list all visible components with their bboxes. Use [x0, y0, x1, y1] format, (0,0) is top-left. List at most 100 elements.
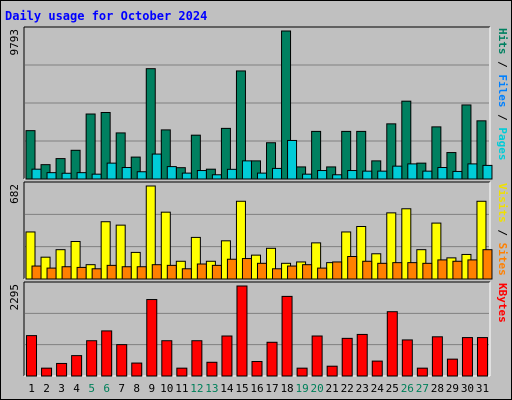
panel-max-label: 9793 [8, 29, 21, 56]
bar-visits-day-3 [55, 249, 66, 280]
bar-hits-day-3 [55, 158, 66, 180]
bar-sites-day-9 [151, 264, 162, 280]
x-tick-day-14: 14 [220, 382, 234, 395]
bar-visits-day-12 [190, 236, 201, 280]
bar-hits-day-14 [220, 127, 231, 180]
x-tick-day-25: 25 [386, 382, 399, 395]
panel-legend-label: Hits / Files / Pages [496, 28, 509, 161]
bar-kbytes-day-31 [476, 337, 488, 377]
x-tick-day-31: 31 [476, 382, 489, 395]
bar-sites-day-28 [437, 259, 448, 280]
bar-sites-day-16 [256, 262, 267, 280]
bar-kbytes-day-28 [431, 336, 443, 377]
bar-kbytes-day-11 [176, 367, 188, 377]
bar-pages-day-9 [151, 153, 162, 180]
x-tick-day-18: 18 [280, 382, 293, 395]
bar-kbytes-day-27 [416, 367, 428, 377]
x-tick-day-3: 3 [58, 382, 65, 395]
bar-pages-day-20 [317, 170, 328, 180]
panel-legend-label: KBytes [496, 283, 509, 323]
bar-sites-day-26 [407, 262, 418, 280]
bar-hits-day-24 [371, 160, 382, 180]
bar-hits-day-12 [190, 134, 201, 180]
bar-pages-day-3 [61, 172, 72, 180]
bar-kbytes-day-10 [161, 340, 173, 377]
bar-visits-day-9 [145, 185, 156, 280]
bar-sites-day-20 [317, 267, 328, 280]
panel-visits-sites: 682 Visits / Sites [8, 181, 509, 280]
bar-visits-day-10 [160, 211, 171, 280]
bar-pages-day-23 [362, 170, 373, 180]
bar-kbytes-day-14 [221, 335, 233, 377]
x-tick-day-20: 20 [311, 382, 324, 395]
bar-sites-day-21 [332, 261, 343, 280]
bar-visits-day-8 [130, 251, 141, 280]
legend-part: Visits [496, 183, 509, 223]
bar-hits-day-4 [70, 149, 81, 180]
bar-sites-day-12 [196, 263, 207, 280]
bar-kbytes-day-22 [341, 337, 353, 377]
bar-kbytes-day-30 [461, 337, 473, 377]
legend-part: Hits [496, 28, 509, 55]
bar-hits-day-22 [341, 130, 352, 180]
bar-sites-day-24 [377, 262, 388, 280]
bar-pages-day-26 [407, 163, 418, 180]
legend-part: KBytes [496, 283, 509, 323]
bar-pages-day-14 [226, 168, 237, 180]
bar-visits-day-20 [311, 242, 322, 280]
bar-sites-day-11 [181, 268, 192, 280]
bar-visits-day-22 [341, 231, 352, 280]
bar-kbytes-day-23 [356, 333, 368, 377]
bar-pages-day-4 [76, 172, 87, 180]
bar-kbytes-day-4 [71, 355, 83, 377]
bar-hits-day-20 [311, 130, 322, 180]
bar-kbytes-day-17 [266, 341, 278, 377]
bar-kbytes-day-29 [446, 358, 458, 377]
bar-pages-day-10 [166, 166, 177, 180]
chart-title: Daily usage for October 2024 [5, 9, 207, 23]
bar-kbytes-day-2 [41, 367, 53, 377]
bar-kbytes-day-1 [26, 335, 38, 377]
bar-sites-day-10 [166, 264, 177, 280]
bar-kbytes-day-21 [326, 365, 338, 377]
bar-sites-day-18 [287, 265, 298, 280]
x-tick-day-2: 2 [43, 382, 50, 395]
bar-pages-day-24 [377, 170, 388, 180]
x-tick-day-5: 5 [88, 382, 95, 395]
x-tick-day-1: 1 [28, 382, 35, 395]
bar-visits-day-31 [476, 200, 487, 280]
panel-kbytes: 2295 KBytes [8, 281, 509, 377]
bar-visits-day-28 [431, 222, 442, 280]
bar-pages-day-5 [91, 173, 102, 180]
bar-kbytes-day-15 [236, 285, 248, 377]
bar-sites-day-29 [452, 260, 463, 280]
bar-hits-day-31 [476, 120, 487, 180]
bar-kbytes-day-16 [251, 360, 263, 377]
x-tick-day-19: 19 [295, 382, 308, 395]
bar-hits-day-30 [461, 104, 472, 180]
x-tick-day-9: 9 [148, 382, 155, 395]
x-tick-day-7: 7 [118, 382, 125, 395]
panel-max-label: 2295 [8, 284, 21, 311]
bar-hits-day-26 [401, 100, 412, 180]
bar-kbytes-day-9 [146, 299, 158, 377]
bar-hits-day-29 [446, 152, 457, 180]
x-tick-day-17: 17 [265, 382, 278, 395]
bar-visits-day-25 [386, 212, 397, 280]
bar-sites-day-3 [61, 266, 72, 280]
bar-pages-day-7 [121, 167, 132, 180]
x-tick-day-24: 24 [371, 382, 385, 395]
x-tick-day-30: 30 [461, 382, 474, 395]
bar-pages-day-19 [302, 173, 313, 180]
bar-sites-day-1 [31, 265, 42, 280]
x-tick-day-16: 16 [250, 382, 263, 395]
bar-pages-day-15 [241, 160, 252, 180]
bar-sites-day-14 [226, 258, 237, 280]
bar-visits-day-26 [401, 208, 412, 280]
bar-pages-day-13 [211, 174, 222, 180]
bar-hits-day-5 [85, 113, 96, 180]
legend-part: Files [496, 74, 509, 107]
bar-hits-day-25 [386, 123, 397, 180]
bar-visits-day-23 [356, 226, 367, 280]
